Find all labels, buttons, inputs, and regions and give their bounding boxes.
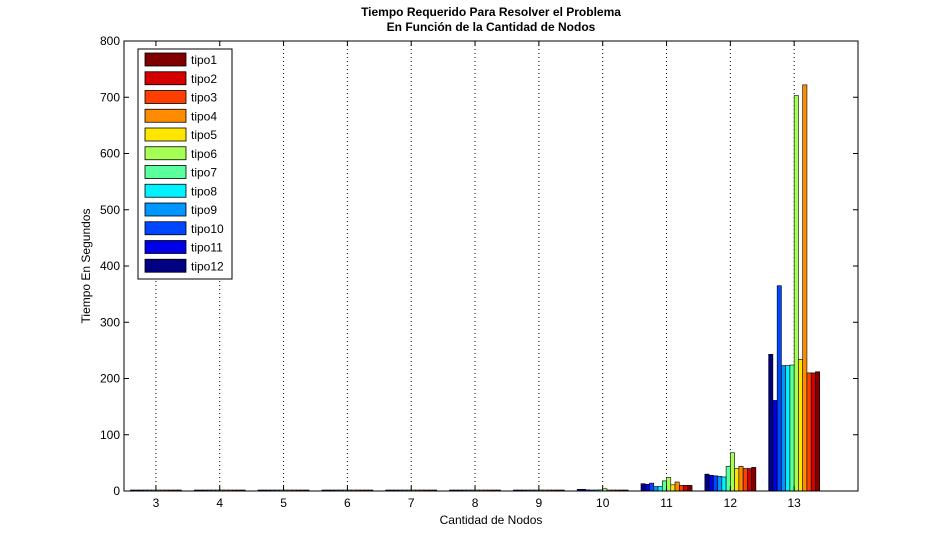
y-axis-ticks: 0 100 200 300 400 500 600 700 800 (100, 34, 858, 498)
bar-tipo2-13 (810, 372, 816, 492)
legend-swatch-tipo11 (144, 240, 187, 254)
legend: tipo1 tipo2 tipo3 tipo4 tipo5 tipo6 tipo7 tipo8… (137, 48, 233, 280)
y-tick-label: 500 (100, 203, 120, 217)
bar-tipo3-12 (742, 468, 748, 492)
bar-tipo12-13 (768, 354, 774, 492)
x-axis-ticks: 3 4 5 6 7 8 9 10 11 12 13 (153, 41, 801, 510)
bar-tipo11-11 (644, 483, 650, 492)
legend-label-tipo4: tipo4 (191, 109, 217, 123)
bar-tipo9-13 (781, 365, 786, 492)
legend-label-tipo11: tipo11 (191, 241, 223, 255)
plot-area (124, 41, 858, 491)
bar-tipo6-11 (666, 477, 672, 492)
y-tick-label: 600 (100, 147, 120, 161)
x-tick-label: 6 (344, 496, 351, 510)
legend-label-tipo9: tipo9 (191, 203, 217, 217)
x-tick-label: 11 (660, 496, 673, 510)
legend-swatch-tipo9 (144, 202, 187, 217)
x-tick-label: 8 (472, 496, 479, 510)
bar-tipo8-13 (785, 365, 791, 492)
bar-tipo3-11 (678, 485, 684, 492)
bar-tipo1-13 (815, 371, 821, 492)
bar-tipo6-12 (730, 452, 735, 492)
chart-title-line-1: Tiempo Requerido Para Resolver el Proble… (361, 5, 621, 19)
x-tick-label: 4 (216, 496, 223, 510)
y-axis-label: Tiempo En Segundos (79, 209, 93, 324)
bar-tipo8-11 (657, 486, 663, 492)
bar-tipo3-13 (806, 372, 812, 492)
bar-tipo8-12 (721, 476, 727, 492)
legend-label-tipo1: tipo1 (191, 53, 217, 67)
y-tick-label: 700 (100, 90, 120, 104)
legend-label-tipo3: tipo3 (191, 91, 217, 105)
bar-tipo11-13 (772, 400, 778, 492)
legend-label-tipo10: tipo10 (191, 222, 224, 236)
bar-tipo12-11 (640, 483, 646, 492)
y-tick-label: 400 (100, 259, 120, 273)
y-tick-label: 200 (100, 372, 120, 386)
legend-label-tipo2: tipo2 (191, 72, 217, 86)
bar-tipo10-12 (713, 475, 718, 492)
bar-tipo5-13 (798, 359, 803, 492)
legend-swatch-tipo8 (144, 183, 187, 198)
y-tick-label: 0 (113, 484, 120, 498)
legend-swatch-tipo4 (144, 108, 187, 123)
chart-title-line-2: En Función de la Cantidad de Nodos (387, 20, 596, 34)
bar-tipo5-11 (670, 484, 676, 492)
legend-swatch-tipo3 (144, 90, 187, 104)
bar-tipo11-12 (708, 474, 714, 492)
bar-tipo2-12 (747, 468, 752, 492)
bar-tipo9-11 (653, 486, 659, 492)
bar-tipo4-11 (674, 481, 680, 492)
x-tick-label: 13 (787, 496, 801, 510)
bar-tipo10-11 (649, 482, 655, 492)
x-tick-label: 10 (596, 496, 610, 510)
bar-tipo1-11 (687, 485, 693, 492)
bar-tipo4-13 (802, 84, 808, 492)
legend-swatch-tipo1 (144, 52, 187, 67)
x-tick-label: 12 (724, 496, 738, 510)
y-tick-label: 300 (100, 315, 120, 329)
bar-tipo10-13 (776, 285, 782, 492)
bar-tipo2-11 (683, 485, 689, 492)
legend-swatch-tipo7 (144, 165, 187, 179)
legend-label-tipo6: tipo6 (191, 147, 217, 161)
bar-tipo1-12 (751, 467, 757, 492)
legend-label-tipo12: tipo12 (191, 259, 224, 273)
x-tick-label: 9 (536, 496, 543, 510)
x-tick-label: 3 (153, 496, 160, 510)
x-tick-label: 5 (280, 496, 287, 510)
bar-tipo6-13 (793, 95, 799, 492)
x-axis-label: Cantidad de Nodos (440, 513, 543, 527)
legend-swatch-tipo5 (144, 127, 187, 142)
legend-label-tipo8: tipo8 (191, 184, 217, 198)
legend-label-tipo5: tipo5 (191, 128, 217, 142)
legend-swatch-tipo6 (144, 146, 187, 161)
legend-swatch-tipo2 (144, 71, 187, 86)
y-tick-label: 100 (100, 428, 120, 442)
bar-tipo9-12 (717, 476, 723, 492)
y-tick-label: 800 (100, 34, 120, 48)
legend-label-tipo7: tipo7 (191, 166, 217, 180)
x-tick-label: 7 (408, 496, 415, 510)
bar-tipo7-12 (725, 465, 731, 492)
legend-swatch-tipo10 (144, 221, 187, 236)
bar-tipo5-12 (734, 468, 740, 492)
bar-tipo7-13 (789, 364, 795, 492)
bar-tipo12-12 (704, 473, 710, 492)
legend-swatch-tipo12 (144, 258, 187, 273)
bar-tipo4-12 (738, 465, 744, 492)
bar-tipo7-11 (661, 480, 667, 492)
